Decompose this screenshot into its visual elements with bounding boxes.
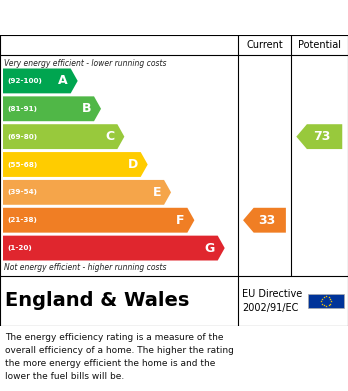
Text: England & Wales: England & Wales [5,292,189,310]
Polygon shape [3,96,101,121]
Text: 2002/91/EC: 2002/91/EC [242,303,299,313]
Polygon shape [3,180,171,205]
Text: (55-68): (55-68) [7,161,37,167]
Text: (69-80): (69-80) [7,134,37,140]
Text: (39-54): (39-54) [7,189,37,196]
Text: (21-38): (21-38) [7,217,37,223]
Text: (81-91): (81-91) [7,106,37,112]
Text: D: D [127,158,138,171]
Text: E: E [152,186,161,199]
Polygon shape [3,152,148,177]
Text: 33: 33 [259,214,276,227]
Polygon shape [3,124,124,149]
Text: F: F [176,214,184,227]
Text: C: C [105,130,114,143]
Text: (92-100): (92-100) [7,78,42,84]
Text: lower the fuel bills will be.: lower the fuel bills will be. [5,372,124,381]
Polygon shape [243,208,286,233]
Bar [308,294,344,308]
Text: Current: Current [246,40,283,50]
Polygon shape [3,68,78,93]
Text: 73: 73 [313,130,331,143]
Text: (1-20): (1-20) [7,245,32,251]
Text: B: B [81,102,91,115]
Text: The energy efficiency rating is a measure of the: The energy efficiency rating is a measur… [5,333,223,342]
Text: EU Directive: EU Directive [242,289,303,299]
Text: A: A [58,74,68,88]
Polygon shape [3,208,195,233]
Text: Potential: Potential [298,40,341,50]
Text: Very energy efficient - lower running costs: Very energy efficient - lower running co… [4,59,166,68]
Text: Energy Efficiency Rating: Energy Efficiency Rating [50,9,298,27]
Polygon shape [3,236,225,260]
Polygon shape [296,124,342,149]
Text: the more energy efficient the home is and the: the more energy efficient the home is an… [5,359,215,368]
Text: Not energy efficient - higher running costs: Not energy efficient - higher running co… [4,264,166,273]
Text: G: G [205,242,215,255]
Text: overall efficiency of a home. The higher the rating: overall efficiency of a home. The higher… [5,346,234,355]
